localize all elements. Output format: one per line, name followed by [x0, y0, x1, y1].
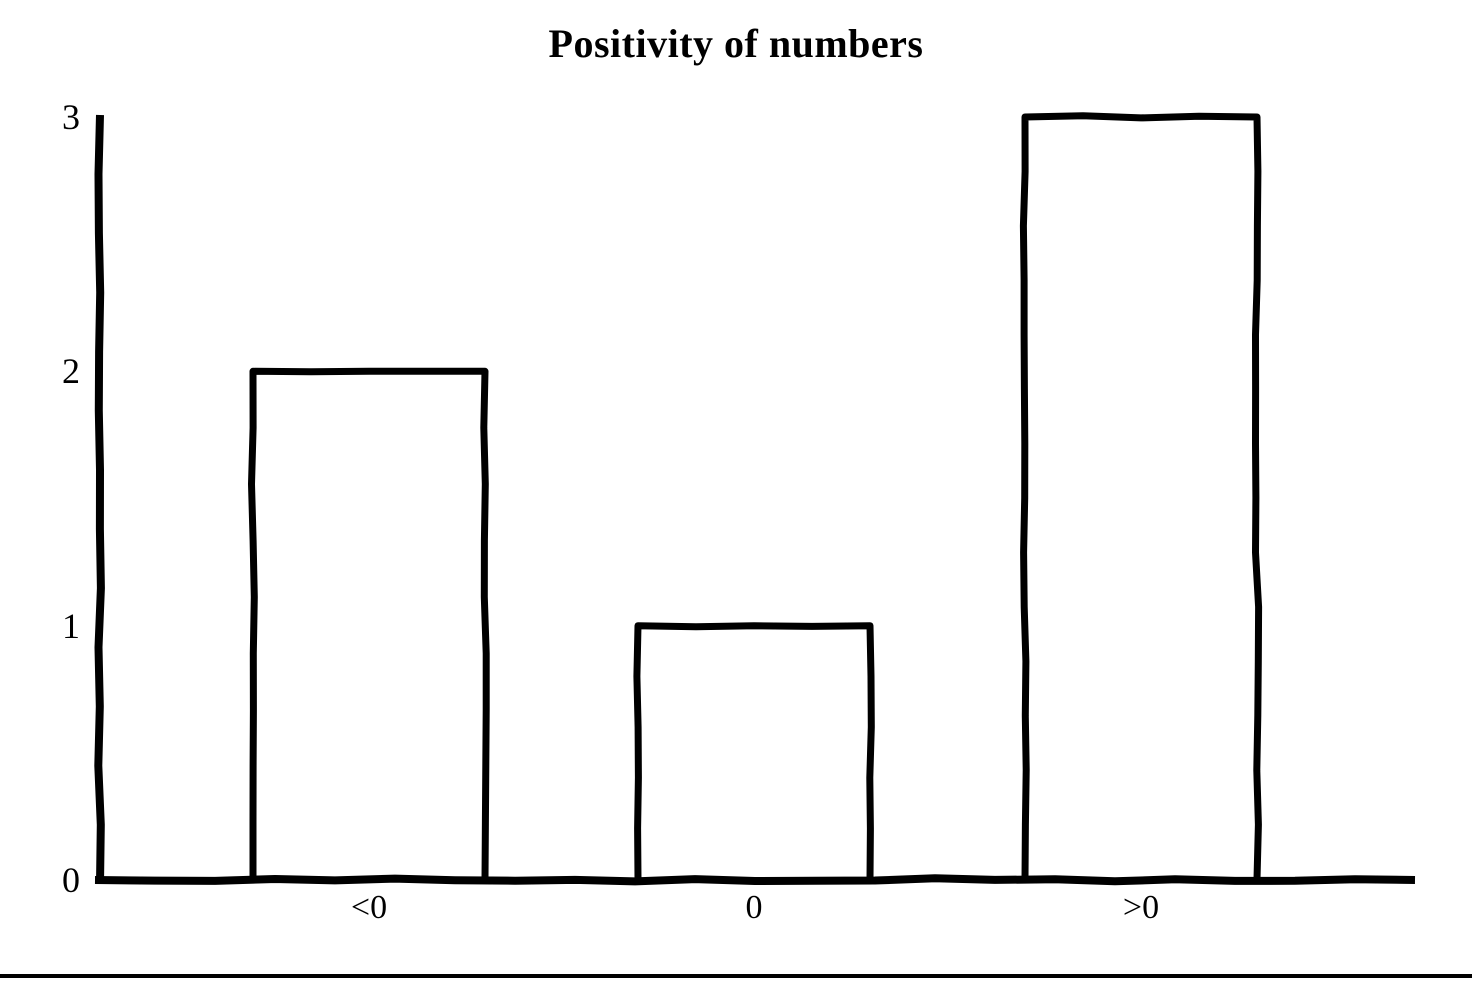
y-axis-line — [94, 114, 105, 885]
x-category-label: >0 — [1122, 889, 1160, 926]
bar-0 — [248, 367, 490, 880]
bar-1 — [633, 622, 875, 880]
y-tick-label: 3 — [62, 97, 80, 137]
x-category-label: 0 — [745, 889, 763, 926]
y-tick-label: 1 — [62, 605, 80, 646]
x-axis-line — [94, 874, 1416, 886]
bar-2 — [1019, 112, 1263, 880]
y-tick-label: 2 — [62, 351, 80, 392]
bottom-divider-line — [0, 974, 1472, 978]
x-category-label: <0 — [350, 889, 388, 926]
chart-title: Positivity of numbers — [548, 21, 924, 66]
y-tick-label: 0 — [62, 860, 80, 900]
